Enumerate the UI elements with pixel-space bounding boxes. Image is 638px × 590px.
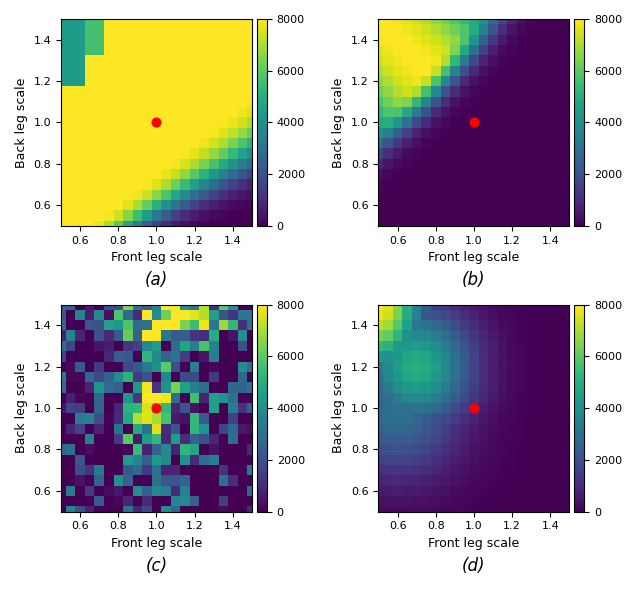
Point — [151, 404, 161, 413]
Point — [469, 118, 479, 127]
Y-axis label: Back leg scale: Back leg scale — [15, 77, 28, 168]
Text: (a): (a) — [145, 271, 168, 290]
Point — [469, 404, 479, 413]
Text: (c): (c) — [145, 557, 168, 575]
Point — [151, 118, 161, 127]
Text: (b): (b) — [462, 271, 486, 290]
Y-axis label: Back leg scale: Back leg scale — [332, 363, 345, 453]
X-axis label: Front leg scale: Front leg scale — [111, 251, 202, 264]
X-axis label: Front leg scale: Front leg scale — [428, 251, 519, 264]
X-axis label: Front leg scale: Front leg scale — [111, 537, 202, 550]
Y-axis label: Back leg scale: Back leg scale — [15, 363, 28, 453]
Y-axis label: Back leg scale: Back leg scale — [332, 77, 345, 168]
Text: (d): (d) — [462, 557, 486, 575]
X-axis label: Front leg scale: Front leg scale — [428, 537, 519, 550]
